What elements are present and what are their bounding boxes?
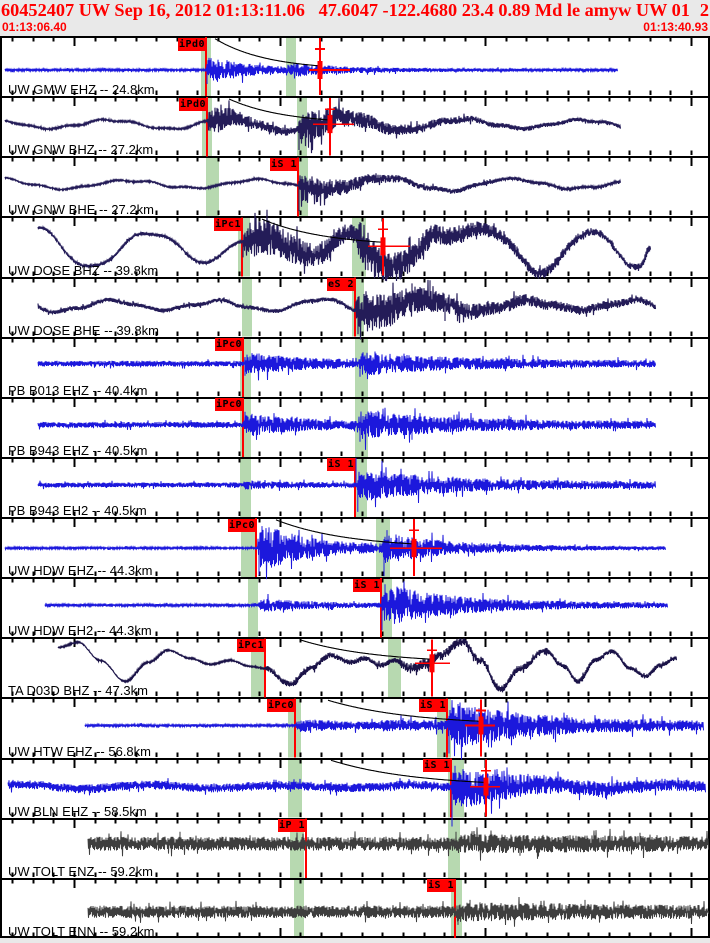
trace-ta-d03d-bhz[interactable]: [57, 638, 678, 693]
trace-uw-htw-ehz[interactable]: [84, 700, 704, 760]
window-end-time: 01:13:40.93: [643, 20, 708, 34]
phase-window-p-tolt-enn: [294, 878, 304, 938]
pick-flag-s-tolt-enn[interactable]: iS 1: [427, 879, 455, 893]
trace-uw-tolt-enz[interactable]: [87, 827, 709, 861]
trace-pb-b013-ehz[interactable]: [37, 351, 656, 381]
time-window-line: 01:13:06.40 01:13:40.93: [2, 20, 708, 34]
station-label-gmw-ehz: UW GMW EHZ -- 24.8km: [8, 82, 155, 98]
coda-duration-handle-hdw-ehz[interactable]: [411, 539, 417, 558]
station-label-dose-bhe: UW DOSE BHE -- 39.8km: [8, 322, 159, 338]
trace-uw-bln-ehz[interactable]: [7, 765, 706, 827]
station-label-hdw-eh2: UW HDW EH2 -- 44.3km: [8, 623, 152, 639]
coda-decay-curve-bln-ehz: [330, 759, 487, 784]
pick-flag-p-htw-ehz[interactable]: iPc0: [267, 698, 295, 712]
coda-decay-curve-gnw-bhz: [228, 98, 331, 121]
coda-duration-handle-htw-ehz[interactable]: [478, 716, 484, 735]
event-summary-text: 60452407 UW Sep 16, 2012 01:13:11.06 47.…: [1, 0, 690, 20]
pick-flag-s-htw-ehz[interactable]: iS 1: [419, 698, 447, 712]
pick-flag-s-gnw-bhe[interactable]: iS 1: [270, 157, 298, 171]
station-label-htw-ehz: UW HTW EHZ -- 56.8km: [8, 743, 151, 759]
pick-flag-p-b013-ehz[interactable]: iPc0: [215, 338, 243, 352]
trace-uw-gnw-bhz[interactable]: [4, 98, 622, 154]
coda-duration-handle-gmw-ehz[interactable]: [317, 61, 323, 79]
station-label-b013-ehz: PB B013 EHZ -- 40.4km: [8, 382, 148, 398]
window-start-time: 01:13:06.40: [2, 20, 67, 34]
trace-uw-dose-bhz[interactable]: [37, 209, 652, 282]
trace-uw-gnw-bhe[interactable]: [4, 173, 622, 212]
station-label-tolt-enn: UW TOLT ENN -- 59.2km: [8, 924, 155, 939]
station-label-b943-eh2: PB B943 EH2 -- 40.5km: [8, 503, 147, 519]
coda-duration-handle-d03d-bhz[interactable]: [429, 654, 435, 673]
station-label-gnw-bhe: UW GNW BHE -- 27.2km: [8, 202, 154, 218]
pick-flag-p-b943-ehz[interactable]: iPc0: [215, 398, 243, 412]
phase-window-s-b013-ehz: [355, 337, 368, 397]
coda-decay-curve-gmw-ehz: [214, 38, 321, 67]
pick-flag-s-b943-eh2[interactable]: iS 1: [327, 458, 355, 472]
trace-uw-dose-bhe[interactable]: [37, 279, 657, 340]
coda-duration-handle-gnw-bhz[interactable]: [327, 115, 333, 134]
trace-uw-hdw-eh2[interactable]: [44, 581, 668, 631]
phase-window-p-hdw-eh2: [248, 578, 258, 638]
pick-flag-p-d03d-bhz[interactable]: iPc1: [237, 638, 265, 652]
trace-pb-b943-eh2[interactable]: [37, 457, 656, 512]
trace-uw-tolt-enn[interactable]: [87, 896, 709, 927]
phase-window-s-d03d-bhz: [388, 638, 401, 698]
station-label-dose-bhz: UW DOSE BHZ -- 39.8km: [8, 262, 159, 278]
pick-flag-s-dose-bhe[interactable]: eS 2: [327, 278, 355, 292]
coda-decay-curve-hdw-ehz: [275, 519, 414, 545]
pick-flag-p-gnw-bhz[interactable]: iPd0: [179, 97, 207, 111]
pick-flag-s-bln-ehz[interactable]: iS 1: [423, 759, 451, 773]
station-label-tolt-enz: UW TOLT ENZ -- 59.2km: [8, 863, 153, 879]
pick-flag-p-gmw-ehz[interactable]: iPd0: [178, 37, 206, 51]
trace-pb-b943-ehz[interactable]: [37, 407, 656, 450]
station-label-hdw-ehz: UW HDW EHZ -- 44.3km: [8, 563, 153, 579]
event-summary-trailing: 2: [699, 0, 709, 20]
trace-uw-hdw-ehz[interactable]: [4, 526, 666, 580]
pick-flag-p-tolt-enz[interactable]: iP 1: [278, 819, 306, 833]
coda-decay-curve-d03d-bhz: [300, 639, 433, 660]
event-header: 60452407 UW Sep 16, 2012 01:13:11.06 47.…: [0, 0, 710, 36]
coda-decay-curve-dose-bhz: [261, 218, 384, 243]
pick-flag-p-hdw-ehz[interactable]: iPc0: [228, 518, 256, 532]
trace-uw-gmw-ehz[interactable]: [4, 57, 618, 84]
coda-duration-handle-bln-ehz[interactable]: [483, 777, 489, 796]
station-label-d03d-bhz: TA D03D BHZ -- 47.3km: [8, 683, 148, 699]
station-label-b943-ehz: PB B943 EHZ -- 40.5km: [8, 442, 148, 458]
station-label-bln-ehz: UW BLN EHZ -- 58.5km: [8, 803, 147, 819]
pick-flag-s-hdw-eh2[interactable]: iS 1: [353, 578, 381, 592]
event-summary-line: 60452407 UW Sep 16, 2012 01:13:11.06 47.…: [1, 1, 709, 20]
coda-duration-handle-dose-bhz[interactable]: [380, 237, 386, 256]
station-label-gnw-bhz: UW GNW BHZ -- 27.2km: [8, 142, 154, 158]
pick-flag-p-dose-bhz[interactable]: iPc1: [214, 217, 242, 231]
coda-decay-curve-htw-ehz: [327, 699, 481, 722]
